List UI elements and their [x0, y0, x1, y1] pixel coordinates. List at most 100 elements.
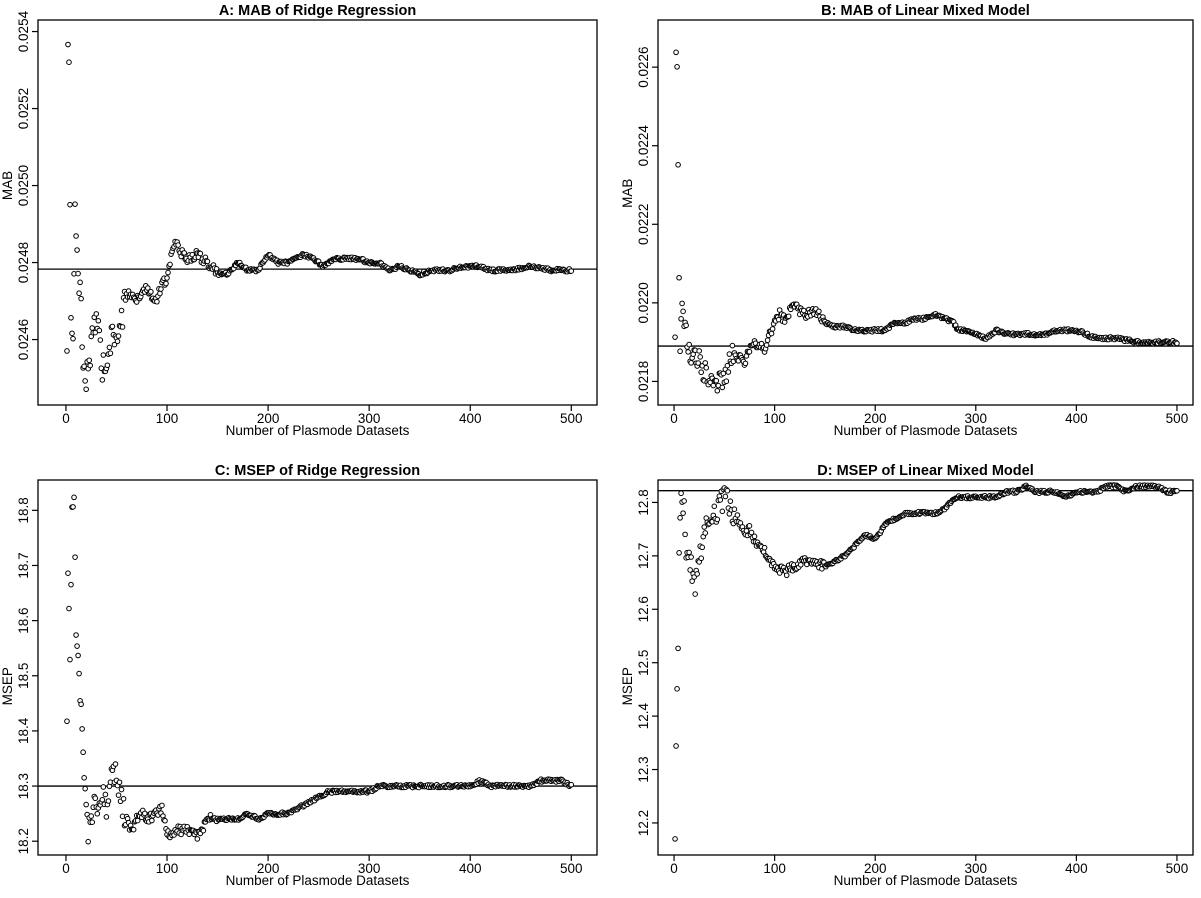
y-axis-label: MAB — [620, 179, 635, 208]
data-point — [731, 506, 738, 513]
x-tick-label: 400 — [1065, 411, 1088, 426]
y-tick-label: 18.2 — [16, 828, 31, 854]
data-point — [1174, 340, 1180, 347]
data-points — [672, 482, 1180, 842]
data-point — [698, 369, 705, 376]
x-tick-label: 400 — [1065, 861, 1088, 876]
data-point — [801, 307, 807, 314]
data-point — [678, 316, 684, 322]
y-tick-label: 18.3 — [16, 773, 31, 799]
data-point — [85, 838, 91, 845]
x-tick-label: 500 — [560, 861, 583, 876]
data-point — [104, 362, 111, 369]
data-point — [83, 801, 89, 808]
chart-title: B: MAB of Linear Mixed Model — [821, 3, 1030, 19]
x-axis-label: Number of Plasmode Datasets — [834, 423, 1018, 438]
data-point — [679, 300, 685, 307]
y-tick-label: 0.0254 — [16, 10, 31, 52]
y-tick-label: 18.8 — [16, 497, 31, 523]
data-point — [769, 326, 776, 332]
data-point — [677, 515, 683, 521]
data-point — [114, 338, 121, 345]
data-point — [673, 743, 679, 749]
data-point — [93, 311, 100, 317]
y-tick-label: 12.6 — [636, 596, 651, 622]
data-point — [675, 645, 681, 652]
data-point — [703, 365, 710, 371]
data-point — [148, 288, 154, 295]
x-tick-label: 500 — [560, 411, 583, 426]
data-point — [785, 313, 792, 320]
data-point — [76, 670, 82, 677]
data-point — [686, 341, 692, 348]
data-point — [77, 279, 83, 286]
data-point — [115, 333, 122, 339]
data-point — [83, 386, 89, 393]
data-point — [95, 317, 102, 324]
plot-frame — [37, 19, 598, 406]
y-tick-label: 0.0224 — [636, 125, 651, 167]
data-point — [75, 270, 81, 277]
y-axis-label: MAB — [0, 171, 15, 200]
data-point — [761, 544, 768, 551]
y-tick-label: 0.0226 — [636, 46, 651, 87]
data-point — [65, 41, 71, 48]
data-point — [92, 795, 99, 802]
data-point — [696, 348, 702, 354]
data-point — [82, 378, 88, 384]
x-tick-label: 400 — [459, 411, 482, 426]
y-tick-label: 0.0220 — [636, 282, 651, 323]
x-tick-label: 500 — [1166, 861, 1189, 876]
data-point — [69, 330, 75, 337]
x-axis-label: Number of Plasmode Datasets — [226, 423, 410, 438]
data-point — [70, 335, 76, 342]
data-point — [719, 384, 726, 391]
data-point — [149, 817, 155, 824]
data-point — [724, 487, 731, 494]
data-point — [764, 337, 771, 344]
x-tick-label: 0 — [62, 411, 70, 426]
data-point — [676, 550, 682, 556]
data-point — [1174, 488, 1180, 494]
data-point — [141, 810, 148, 817]
data-point — [676, 274, 682, 281]
data-point — [67, 656, 73, 663]
data-point — [697, 354, 704, 360]
data-point — [719, 508, 726, 515]
data-point — [81, 775, 87, 781]
data-point — [102, 791, 109, 798]
data-point — [698, 555, 705, 562]
data-point — [726, 351, 733, 357]
data-point — [746, 348, 753, 355]
data-point — [154, 298, 160, 305]
data-point — [103, 814, 110, 820]
data-point — [688, 554, 694, 560]
data-point — [702, 530, 709, 536]
data-point — [163, 280, 169, 287]
data-point — [714, 516, 721, 523]
y-tick-label: 12.4 — [636, 702, 651, 729]
data-point — [82, 785, 88, 792]
data-point — [68, 314, 74, 321]
data-point — [76, 290, 82, 297]
data-point — [674, 64, 680, 70]
data-point — [695, 360, 701, 366]
data-point — [682, 531, 688, 538]
data-point — [175, 242, 181, 248]
plot-frame — [657, 19, 1194, 406]
data-point — [106, 344, 113, 351]
data-point — [89, 819, 96, 825]
data-point — [74, 247, 80, 253]
data-point — [742, 360, 749, 367]
x-tick-label: 0 — [62, 861, 70, 876]
y-tick-label: 18.6 — [16, 607, 31, 633]
data-point — [164, 275, 170, 281]
x-tick-label: 0 — [670, 861, 678, 876]
data-point — [692, 591, 698, 597]
data-point — [64, 718, 70, 725]
data-point — [71, 494, 77, 501]
plot-frame — [657, 479, 1194, 856]
y-tick-label: 18.4 — [16, 717, 31, 744]
data-point — [699, 544, 706, 551]
